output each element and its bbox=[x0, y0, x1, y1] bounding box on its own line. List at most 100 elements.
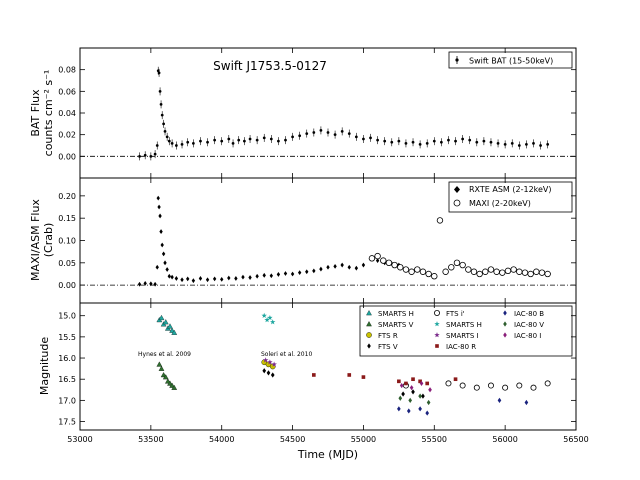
data-point bbox=[503, 143, 507, 146]
data-point bbox=[153, 281, 157, 287]
data-point bbox=[163, 260, 167, 266]
x-tick-label: 53500 bbox=[138, 435, 163, 444]
data-point bbox=[170, 141, 174, 145]
data-point bbox=[165, 135, 169, 139]
annotation-hynes: Hynes et al. 2009 bbox=[138, 351, 191, 358]
mag-ylabel: Magnitude bbox=[38, 337, 51, 396]
data-point bbox=[237, 138, 241, 142]
data-point bbox=[213, 138, 217, 142]
data-point bbox=[155, 264, 159, 270]
data-point bbox=[326, 264, 330, 270]
series-1-0 bbox=[137, 195, 401, 287]
data-point bbox=[414, 266, 421, 273]
data-point bbox=[362, 137, 365, 141]
data-point bbox=[397, 264, 404, 271]
data-point bbox=[524, 399, 529, 406]
data-point bbox=[137, 281, 142, 287]
data-point bbox=[436, 217, 444, 224]
series-1-1 bbox=[368, 217, 551, 280]
y-tick-label: 0.06 bbox=[58, 87, 76, 96]
y-tick-label: 15.0 bbox=[58, 312, 76, 321]
data-point bbox=[347, 264, 351, 270]
y-tick-label: 15.5 bbox=[58, 333, 76, 342]
data-point bbox=[516, 382, 523, 389]
data-point bbox=[180, 277, 184, 283]
data-point bbox=[404, 381, 408, 386]
legend-label: IAC-80 I bbox=[514, 332, 541, 340]
data-point bbox=[361, 262, 366, 268]
data-point bbox=[428, 387, 432, 393]
data-point bbox=[267, 315, 273, 321]
data-point bbox=[401, 391, 405, 397]
data-point bbox=[530, 384, 537, 391]
data-point bbox=[442, 268, 449, 275]
data-point bbox=[502, 384, 509, 391]
data-point bbox=[159, 229, 163, 234]
legend-marker bbox=[366, 332, 372, 338]
data-point bbox=[157, 71, 161, 75]
data-point bbox=[354, 135, 358, 139]
data-point bbox=[487, 266, 495, 273]
data-point bbox=[270, 319, 276, 325]
data-point bbox=[399, 382, 404, 389]
data-point bbox=[312, 373, 316, 377]
data-point bbox=[227, 137, 231, 141]
data-point bbox=[319, 266, 323, 272]
data-point bbox=[333, 133, 337, 137]
series-2-8 bbox=[397, 397, 529, 416]
data-point bbox=[326, 131, 330, 134]
data-point bbox=[212, 276, 217, 282]
data-point bbox=[419, 268, 427, 275]
data-point bbox=[418, 379, 422, 384]
data-point bbox=[510, 266, 517, 273]
data-point bbox=[425, 141, 429, 145]
data-point bbox=[319, 128, 323, 132]
data-point bbox=[167, 139, 171, 143]
data-point bbox=[465, 266, 472, 273]
figure-title: Swift J1753.5-0127 bbox=[213, 59, 327, 73]
legend-label: IAC-80 R bbox=[446, 343, 476, 351]
data-point bbox=[261, 312, 267, 318]
data-point bbox=[544, 270, 551, 278]
series-2-7 bbox=[312, 373, 458, 386]
legend-marker bbox=[366, 310, 372, 316]
data-point bbox=[163, 130, 167, 133]
data-point bbox=[243, 139, 246, 143]
legend-marker bbox=[366, 321, 372, 327]
data-point bbox=[234, 276, 238, 281]
legend-marker bbox=[434, 321, 440, 327]
data-point bbox=[499, 269, 506, 276]
data-point bbox=[504, 267, 512, 275]
y-tick-label: 0.00 bbox=[58, 281, 76, 290]
data-point bbox=[153, 152, 157, 156]
x-tick-label: 56500 bbox=[563, 435, 588, 444]
data-point bbox=[432, 139, 436, 143]
maxi-legend-maxi-label: MAXI (2-20keV) bbox=[469, 199, 531, 208]
data-point bbox=[397, 379, 401, 384]
legend-label: SMARTS I bbox=[446, 332, 479, 340]
data-point bbox=[453, 377, 458, 382]
data-point bbox=[312, 268, 316, 274]
data-point bbox=[312, 131, 316, 134]
data-point bbox=[516, 268, 523, 275]
data-point bbox=[418, 406, 422, 412]
maxi-legend: RXTE ASM (2-12keV) MAXI (2-20keV) bbox=[448, 181, 573, 213]
data-point bbox=[404, 141, 408, 145]
data-point bbox=[158, 314, 165, 321]
data-point bbox=[376, 138, 379, 142]
data-point bbox=[368, 255, 376, 262]
data-point bbox=[411, 377, 415, 382]
legend-marker bbox=[434, 332, 440, 338]
data-point bbox=[340, 130, 344, 133]
legend-marker bbox=[503, 332, 507, 338]
data-point bbox=[411, 389, 415, 395]
x-axis-label: Time (MJD) bbox=[297, 448, 358, 461]
data-point bbox=[241, 274, 245, 280]
y-tick-label: 0.10 bbox=[58, 237, 76, 246]
data-point bbox=[283, 271, 288, 276]
data-point bbox=[475, 140, 479, 144]
data-point bbox=[138, 154, 141, 158]
data-point bbox=[447, 138, 450, 142]
legend-label: FTS i' bbox=[446, 310, 465, 318]
data-point bbox=[439, 140, 443, 144]
